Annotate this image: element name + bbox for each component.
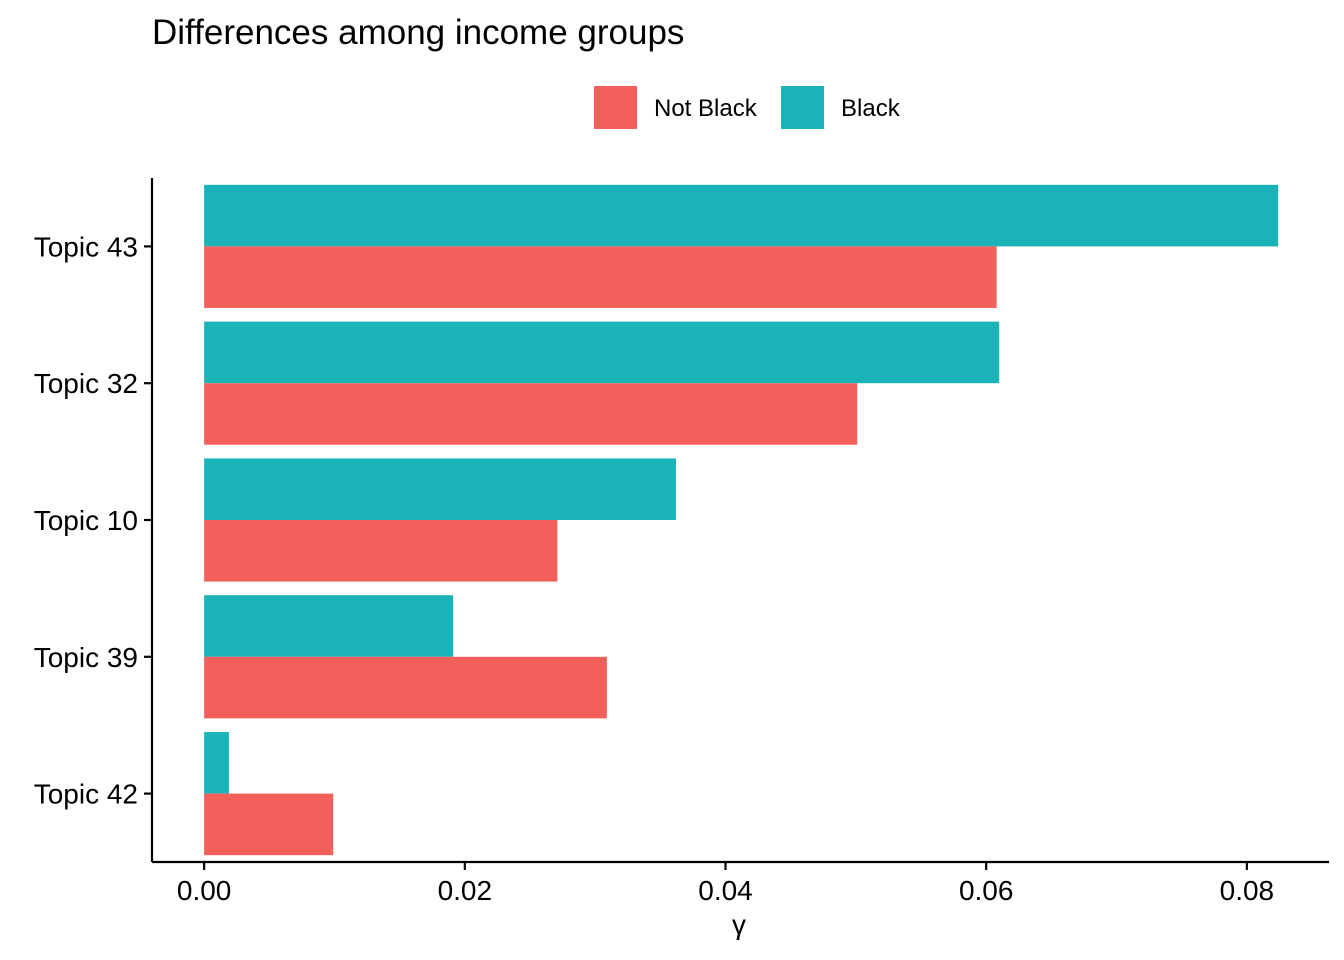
x-tick-label-1: 0.02 xyxy=(438,875,493,906)
bar-black-topic-43 xyxy=(204,184,1279,247)
bar-black-topic-39 xyxy=(204,595,454,657)
bar-not-black-topic-39 xyxy=(204,656,607,719)
y-tick-label-topic-10: Topic 10 xyxy=(34,505,138,536)
x-tick-label-4: 0.08 xyxy=(1220,875,1275,906)
legend-key-black xyxy=(781,86,824,129)
bar-not-black-topic-43 xyxy=(204,246,997,308)
axes-group: Topic 43 Topic 32 Topic 10 Topic 39 Topic 42… xyxy=(34,178,1329,906)
bar-black-topic-32 xyxy=(204,321,1000,384)
y-tick-label-topic-43: Topic 43 xyxy=(34,231,138,262)
bar-black-topic-10 xyxy=(204,458,676,520)
chart-title: Differences among income groups xyxy=(152,13,684,52)
bar-not-black-topic-42 xyxy=(204,793,334,856)
y-ticks: Topic 43 Topic 32 Topic 10 Topic 39 Topic 42 xyxy=(34,231,152,810)
x-tick-label-3: 0.06 xyxy=(959,875,1014,906)
x-ticks: 0.00 0.02 0.04 0.06 0.08 xyxy=(177,862,1274,906)
y-tick-label-topic-42: Topic 42 xyxy=(34,779,138,810)
legend: Not Black Black xyxy=(594,86,901,129)
bar-black-topic-42 xyxy=(204,732,229,794)
legend-label-not-black: Not Black xyxy=(654,95,758,122)
bars-group xyxy=(204,184,1279,856)
legend-label-black: Black xyxy=(841,95,901,122)
y-tick-label-topic-32: Topic 32 xyxy=(34,368,138,399)
x-tick-label-2: 0.04 xyxy=(698,875,753,906)
y-tick-label-topic-39: Topic 39 xyxy=(34,642,138,673)
legend-key-not-black xyxy=(594,86,637,129)
x-tick-label-0: 0.00 xyxy=(177,875,232,906)
bar-not-black-topic-10 xyxy=(204,520,558,582)
bar-not-black-topic-32 xyxy=(204,383,858,445)
x-axis-title: γ xyxy=(732,909,746,940)
